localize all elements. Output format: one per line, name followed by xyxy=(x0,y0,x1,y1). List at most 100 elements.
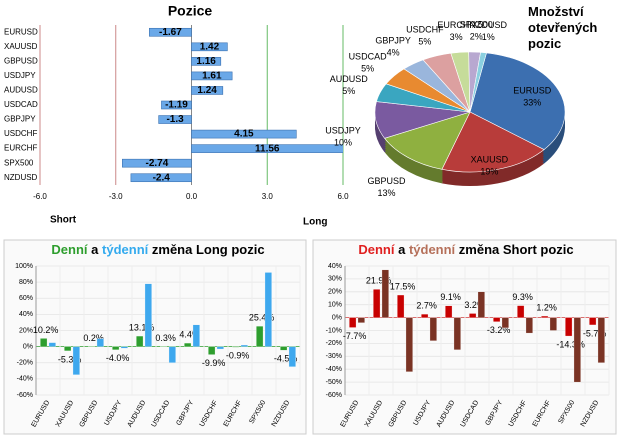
bar xyxy=(501,317,509,329)
y-tick-label: 10% xyxy=(328,302,342,309)
slice-value: 2% xyxy=(470,31,483,41)
title-part: změna Short pozic xyxy=(459,242,574,257)
y-tick-label: 20% xyxy=(328,289,342,296)
data-label: 9.3% xyxy=(512,292,533,302)
y-tick-label: AUDUSD xyxy=(4,86,38,95)
chart-title: Denní a týdenní změna Short pozic xyxy=(358,242,573,257)
title-part: a xyxy=(91,242,99,257)
x-tick-label: -3.0 xyxy=(109,192,123,201)
title-part: Denní xyxy=(358,242,395,257)
bar xyxy=(565,317,573,337)
bar xyxy=(208,346,216,355)
data-label: 21.9% xyxy=(366,276,392,286)
bar xyxy=(136,335,144,347)
y-tick-label: GBPUSD xyxy=(4,56,38,65)
data-label: -5.3% xyxy=(58,354,82,364)
title-part: týdenní xyxy=(409,242,456,257)
bar xyxy=(191,42,228,52)
title-part: týdenní xyxy=(102,242,149,257)
slice-label: GBPUSD xyxy=(368,176,407,186)
bar xyxy=(597,317,605,363)
slice-label: EURCHF xyxy=(437,20,475,30)
bar xyxy=(191,57,222,66)
y-tick-label: 30% xyxy=(328,276,342,283)
x-tick-label: 6.0 xyxy=(337,192,349,201)
bar xyxy=(405,317,413,372)
data-label: 9.1% xyxy=(440,292,461,302)
bar xyxy=(191,129,297,139)
slice-label: XAUUSD xyxy=(471,155,509,165)
x-tick-label: 3.0 xyxy=(262,192,274,201)
x-tick-label: 0.0 xyxy=(186,192,198,201)
bar xyxy=(349,317,357,328)
slice-label: USDJPY xyxy=(325,126,361,136)
bar xyxy=(381,269,389,318)
y-tick-label: SPX500 xyxy=(4,158,34,167)
title-part: Denní xyxy=(51,242,88,257)
bar xyxy=(122,158,192,168)
data-label: -1.67 xyxy=(159,27,182,38)
bar xyxy=(158,115,192,124)
chart-title: Pozice xyxy=(168,3,213,19)
bar xyxy=(161,100,192,110)
bar xyxy=(96,338,104,347)
slice xyxy=(441,111,545,173)
y-tick-label: -60% xyxy=(326,392,342,399)
data-label: 17.5% xyxy=(390,281,416,291)
bar xyxy=(541,315,549,318)
slice-label: USDCHF xyxy=(406,25,444,35)
slice-value: 1% xyxy=(482,32,495,42)
slice xyxy=(384,111,471,170)
data-label: -3.2% xyxy=(487,325,511,335)
bar xyxy=(149,27,192,37)
bar xyxy=(192,324,200,347)
bar xyxy=(525,317,533,334)
bar xyxy=(48,342,56,347)
y-tick-label: 80% xyxy=(19,279,33,286)
bar xyxy=(373,289,381,318)
data-label: 1.42 xyxy=(200,41,220,52)
bar xyxy=(469,313,477,318)
bar xyxy=(191,71,233,81)
bar xyxy=(40,338,48,347)
slice-label: EURUSD xyxy=(513,86,552,96)
data-label: -4.5% xyxy=(274,354,298,364)
y-tick-label: -10% xyxy=(326,327,342,334)
slice-value: 19% xyxy=(480,167,498,177)
y-tick-label: 20% xyxy=(19,327,33,334)
data-label: -1.3 xyxy=(166,114,184,125)
bar xyxy=(397,294,405,318)
slice-label: GBPJPY xyxy=(375,36,411,46)
data-label: -7.7% xyxy=(343,331,367,341)
bar xyxy=(573,317,581,383)
bar xyxy=(421,313,429,318)
y-tick-label: 0% xyxy=(23,343,33,350)
bar xyxy=(264,272,272,347)
panel xyxy=(3,239,307,435)
bar xyxy=(280,346,288,351)
bar xyxy=(453,317,461,351)
bar xyxy=(144,283,152,347)
data-label: -5.7% xyxy=(583,328,607,338)
data-label: 4.4% xyxy=(179,329,200,339)
slice-value: 33% xyxy=(523,98,541,108)
bar xyxy=(357,317,365,323)
slice-label: AUDUSD xyxy=(330,74,369,84)
y-tick-label: -20% xyxy=(326,340,342,347)
bar xyxy=(240,344,248,347)
y-tick-label: 100% xyxy=(15,263,33,270)
slice-label: NZDUSD xyxy=(470,20,508,30)
bar xyxy=(549,317,557,331)
y-tick-label: USDCAD xyxy=(4,100,38,109)
slice-label: USDCAD xyxy=(349,52,388,62)
bar xyxy=(517,305,525,318)
data-label: 25.4% xyxy=(249,313,275,323)
slice xyxy=(469,52,487,113)
title-part: a xyxy=(398,242,406,257)
y-tick-label: -40% xyxy=(326,366,342,373)
y-tick-label: 0% xyxy=(332,314,342,321)
data-label: -2.74 xyxy=(146,158,169,169)
bar xyxy=(477,291,485,318)
bar xyxy=(589,317,597,326)
y-tick-label: 40% xyxy=(328,263,342,270)
